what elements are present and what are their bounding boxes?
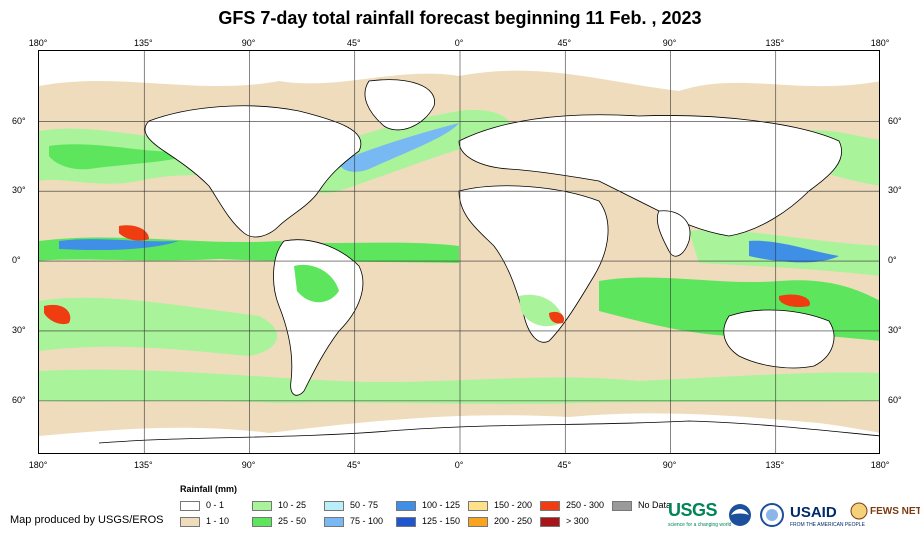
legend-swatch bbox=[396, 517, 416, 527]
legend-swatch bbox=[612, 501, 632, 511]
legend-swatch bbox=[540, 501, 560, 511]
amazon-rain bbox=[294, 264, 339, 303]
longitude-tick-label: 45° bbox=[557, 38, 572, 48]
latitude-tick-label: 60° bbox=[888, 115, 902, 126]
continents bbox=[98, 79, 879, 444]
latitude-tick-label: 60° bbox=[12, 394, 26, 405]
longitude-tick-label: 0° bbox=[454, 460, 464, 470]
latitude-tick-label: 30° bbox=[888, 185, 902, 196]
usgs-tagline: science for a changing world bbox=[668, 522, 732, 528]
longitude-tick-label: 180° bbox=[28, 38, 48, 48]
fews-logo-text: FEWS NET bbox=[870, 506, 920, 517]
longitude-tick-label: 135° bbox=[133, 460, 153, 470]
latitude-tick-label: 0° bbox=[888, 255, 897, 266]
legend-swatch bbox=[324, 517, 344, 527]
legend-label: 25 - 50 bbox=[278, 516, 307, 526]
eurasia bbox=[458, 114, 842, 237]
itcz-heavy-cell bbox=[119, 225, 149, 241]
longitude-tick-label: 135° bbox=[765, 460, 785, 470]
legend-label: No Data bbox=[638, 500, 672, 510]
rainfall-map bbox=[38, 50, 880, 454]
latitude-tick-label: 60° bbox=[12, 115, 26, 126]
africa bbox=[458, 185, 609, 343]
legend-swatch bbox=[324, 501, 344, 511]
legend-label: 50 - 75 bbox=[350, 500, 379, 510]
latitude-tick-label: 30° bbox=[12, 324, 26, 335]
fews-globe-icon bbox=[850, 502, 868, 520]
longitude-tick-label: 90° bbox=[662, 38, 677, 48]
longitude-tick-label: 135° bbox=[765, 38, 785, 48]
longitude-tick-label: 0° bbox=[454, 38, 464, 48]
rain-core-north-atlantic bbox=[339, 123, 459, 172]
longitude-tick-label: 45° bbox=[346, 460, 361, 470]
longitude-tick-label: 180° bbox=[870, 38, 890, 48]
legend-title: Rainfall (mm) bbox=[180, 484, 238, 494]
longitude-tick-label: 135° bbox=[133, 38, 153, 48]
south-pacific-heavy-cell bbox=[44, 304, 71, 325]
mozambique-heavy-cell bbox=[549, 311, 565, 324]
rain-core-maritime bbox=[749, 240, 839, 263]
arctic-dry-area bbox=[39, 51, 879, 91]
longitude-tick-label: 45° bbox=[346, 38, 361, 48]
rainfall-map-canvas bbox=[39, 51, 879, 453]
longitude-tick-label: 90° bbox=[241, 38, 256, 48]
agency-logos: USGS science for a changing world USAID … bbox=[668, 498, 920, 532]
rain-core-north-pacific bbox=[49, 144, 199, 170]
usgs-logo-text: USGS bbox=[668, 500, 718, 520]
legend-label: 75 - 100 bbox=[350, 516, 384, 526]
legend-label: 0 - 1 bbox=[206, 500, 225, 510]
legend-swatch bbox=[468, 517, 488, 527]
noaa-logo-icon bbox=[729, 504, 751, 526]
longitude-tick-label: 90° bbox=[662, 460, 677, 470]
legend-label: 250 - 300 bbox=[566, 500, 605, 510]
longitude-tick-label: 90° bbox=[241, 460, 256, 470]
legend-label: 10 - 25 bbox=[278, 500, 307, 510]
itcz-core-west bbox=[59, 239, 179, 251]
legend-label: 200 - 250 bbox=[494, 516, 533, 526]
latitude-tick-label: 30° bbox=[888, 324, 902, 335]
longitude-tick-label: 180° bbox=[28, 460, 48, 470]
usaid-tagline: FROM THE AMERICAN PEOPLE bbox=[790, 522, 865, 528]
australia bbox=[723, 309, 835, 369]
latitude-tick-label: 0° bbox=[12, 255, 21, 266]
usaid-logo-text: USAID bbox=[790, 504, 837, 521]
legend-label: 1 - 10 bbox=[206, 516, 230, 526]
longitude-tick-label: 180° bbox=[870, 460, 890, 470]
graticule bbox=[39, 51, 879, 453]
legend-label: 125 - 150 bbox=[422, 516, 461, 526]
greenland bbox=[364, 79, 435, 131]
legend-label: > 300 bbox=[566, 516, 589, 526]
rain-band-south-pacific bbox=[39, 297, 278, 356]
credit-text: Map produced by USGS/EROS bbox=[10, 514, 164, 526]
maritime-heavy-cell bbox=[779, 294, 810, 308]
doi-logo-icon bbox=[760, 503, 784, 527]
rain-band-southern-ocean bbox=[39, 369, 879, 404]
legend-label: 100 - 125 bbox=[422, 500, 461, 510]
map-title: GFS 7-day total rainfall forecast beginn… bbox=[218, 8, 702, 28]
legend-swatch bbox=[252, 501, 272, 511]
legend: Rainfall (mm) 0 - 1 1 - 10 10 - 25 25 - 50 5… bbox=[180, 484, 671, 532]
legend-swatch bbox=[252, 517, 272, 527]
legend-swatch bbox=[540, 517, 560, 527]
north-america bbox=[144, 105, 362, 238]
latitude-tick-label: 30° bbox=[12, 185, 26, 196]
legend-swatch bbox=[396, 501, 416, 511]
latitude-tick-label: 60° bbox=[888, 394, 902, 405]
legend-swatch bbox=[180, 501, 200, 511]
india bbox=[656, 210, 691, 257]
legend-swatch bbox=[468, 501, 488, 511]
legend-label: 150 - 200 bbox=[494, 500, 533, 510]
antarctica bbox=[98, 420, 879, 444]
longitude-tick-label: 45° bbox=[557, 460, 572, 470]
antarctica-dry-area bbox=[39, 413, 879, 453]
legend-swatch bbox=[180, 517, 200, 527]
